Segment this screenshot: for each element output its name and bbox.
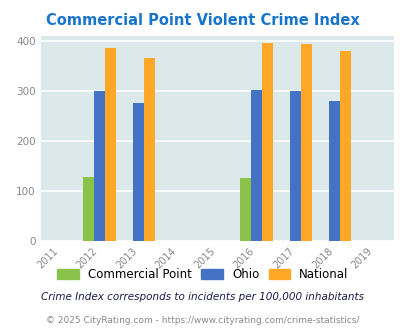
- Bar: [340, 51, 351, 241]
- Bar: [328, 101, 340, 241]
- Bar: [105, 48, 116, 241]
- Bar: [144, 58, 155, 241]
- Bar: [133, 103, 144, 241]
- Bar: [83, 177, 94, 241]
- Bar: [94, 91, 105, 241]
- Legend: Commercial Point, Ohio, National: Commercial Point, Ohio, National: [52, 263, 353, 286]
- Bar: [250, 90, 261, 241]
- Bar: [301, 44, 311, 241]
- Text: Crime Index corresponds to incidents per 100,000 inhabitants: Crime Index corresponds to incidents per…: [41, 292, 364, 302]
- Bar: [239, 178, 250, 241]
- Text: Commercial Point Violent Crime Index: Commercial Point Violent Crime Index: [46, 13, 359, 28]
- Bar: [290, 91, 301, 241]
- Bar: [261, 43, 272, 241]
- Text: © 2025 CityRating.com - https://www.cityrating.com/crime-statistics/: © 2025 CityRating.com - https://www.city…: [46, 315, 359, 325]
